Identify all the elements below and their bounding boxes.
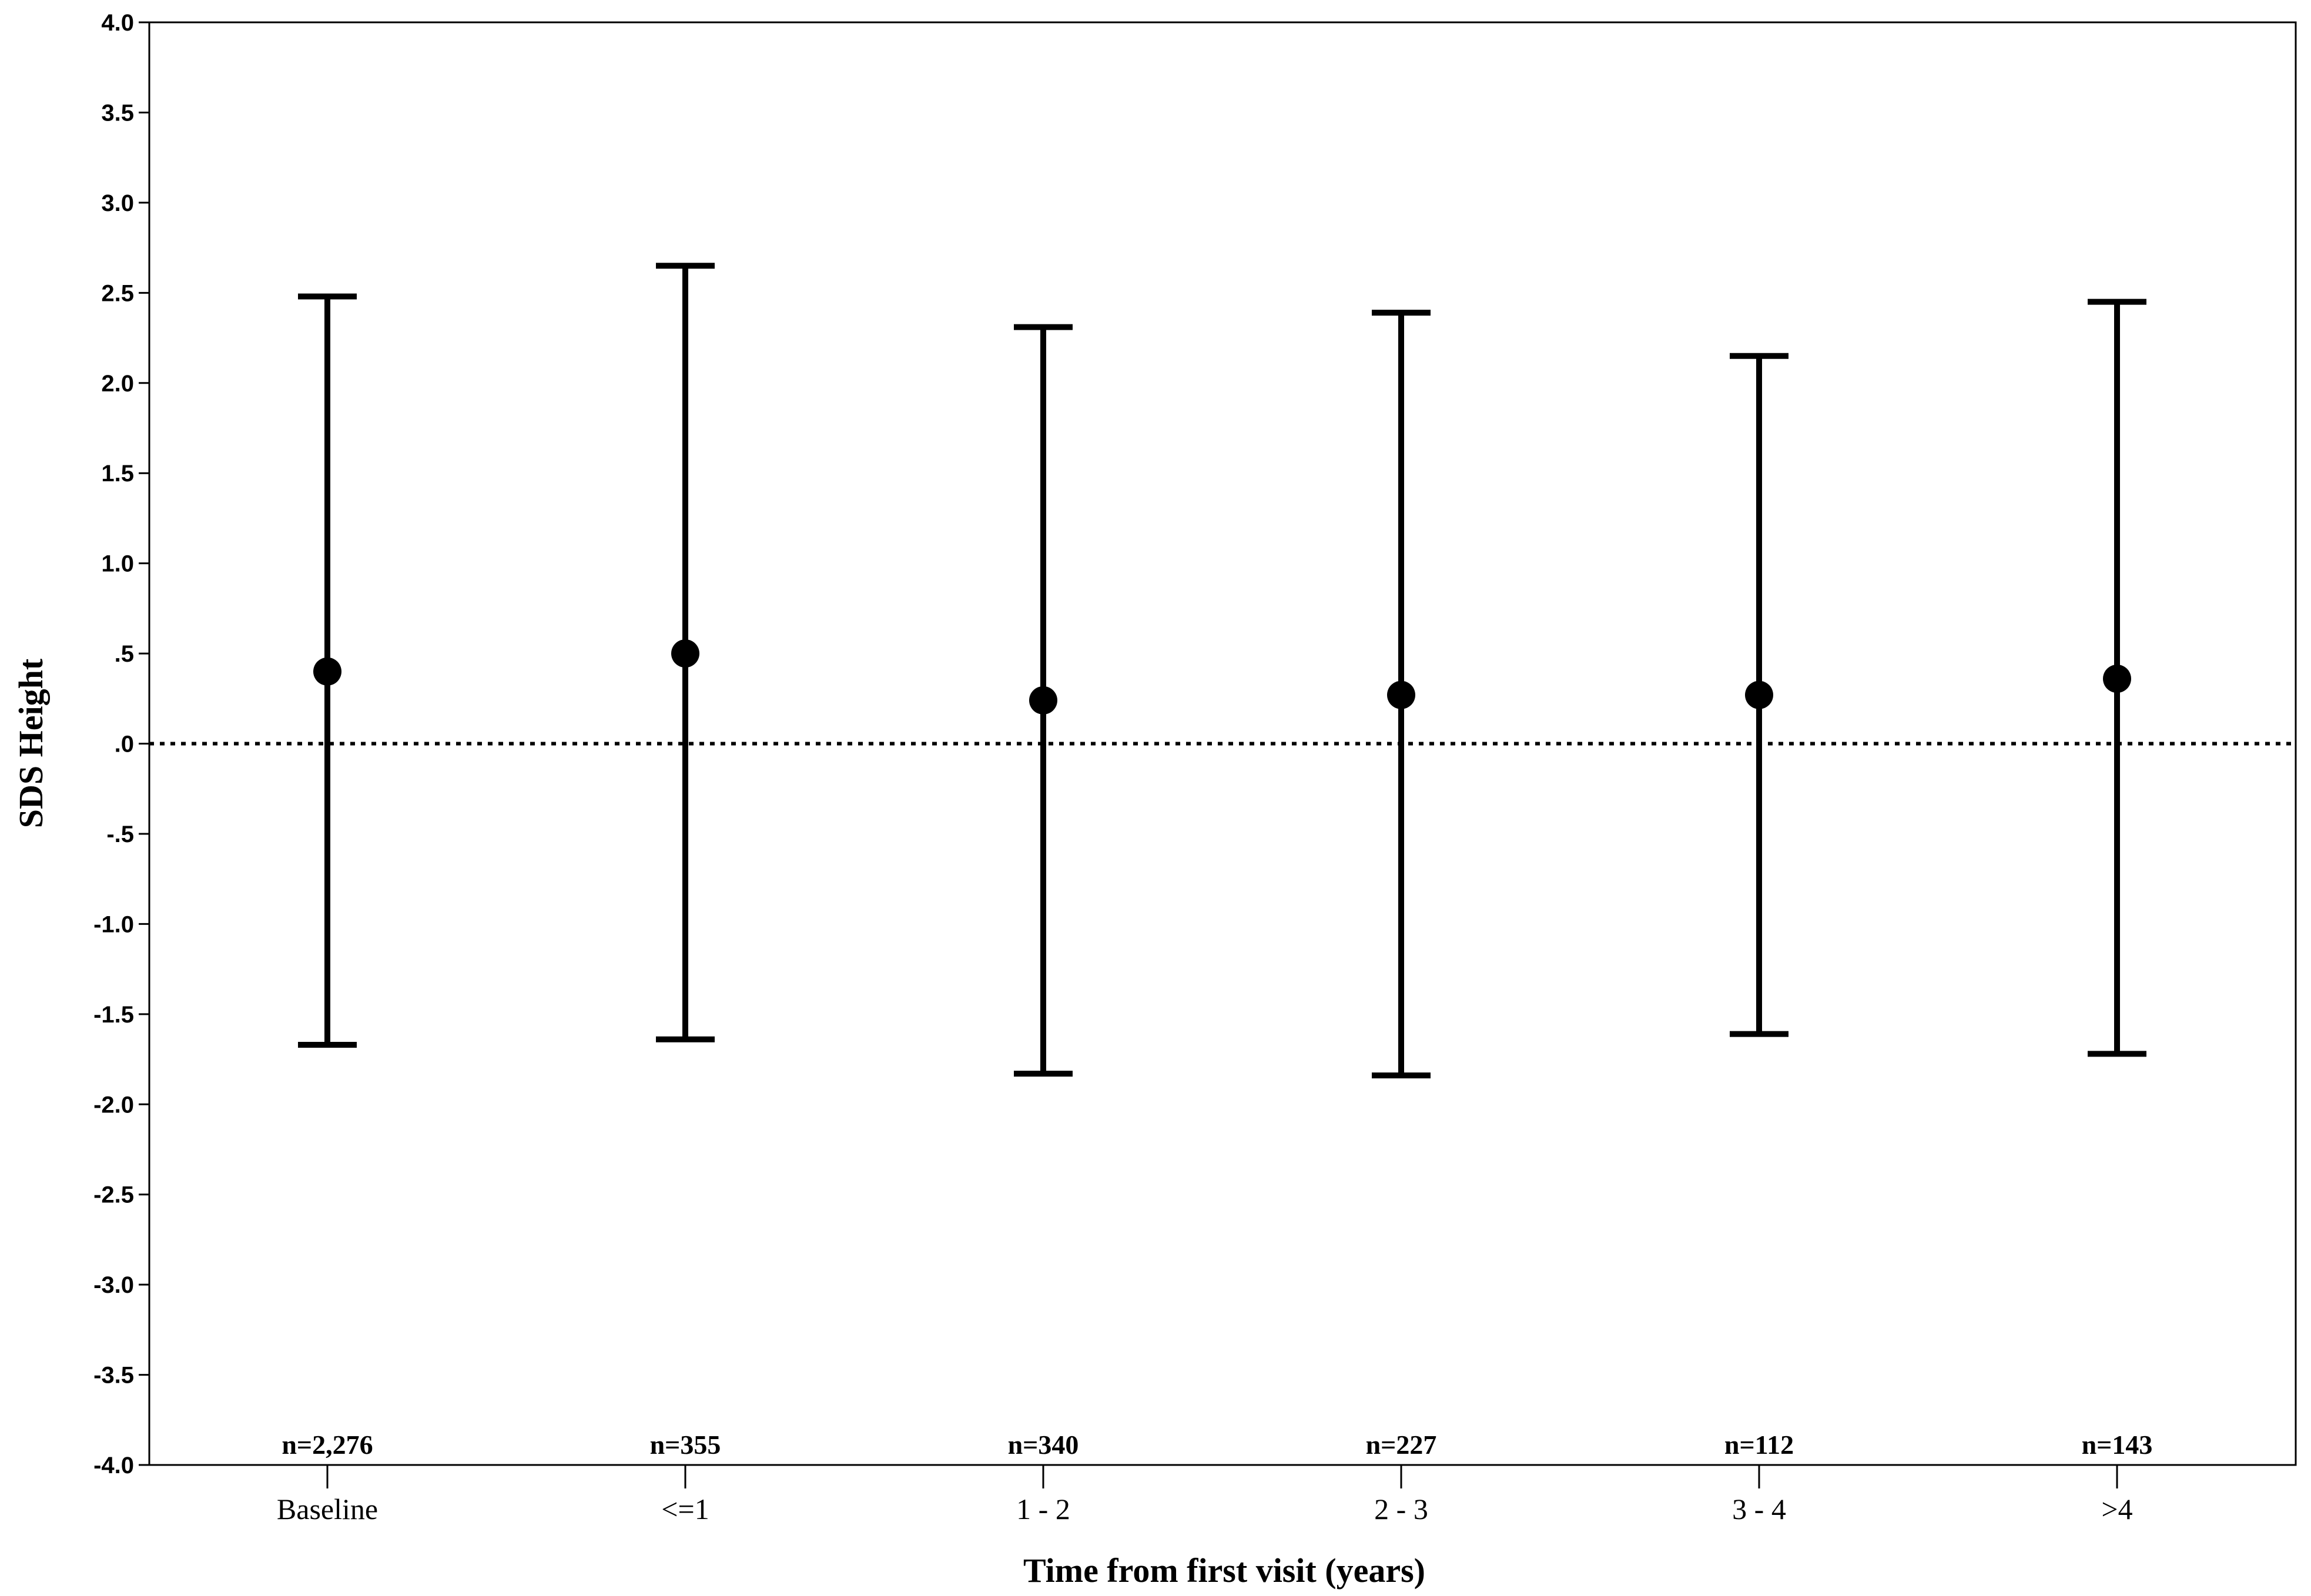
y-tick-label: .0 (115, 732, 134, 757)
y-tick-label: -3.5 (93, 1363, 134, 1389)
sample-size-label: n=2,276 (282, 1430, 373, 1460)
y-tick-label: -1.0 (93, 911, 134, 937)
y-tick-label: -2.0 (93, 1092, 134, 1118)
mean-point (2103, 665, 2131, 693)
mean-point (1387, 680, 1415, 709)
y-tick-label: .5 (115, 641, 134, 667)
y-tick-label: 1.0 (101, 551, 134, 577)
y-axis: 4.0 3.5 3.0 2.5 2.0 1.5 1.0 .5 .0 -.5 -1.0 -1.5 -2.0… (93, 10, 149, 1478)
y-tick-label: 2.5 (101, 280, 134, 306)
sample-size-labels: n=2,276 n=355 n=340 n=227 n=112 n=143 (282, 1430, 2152, 1460)
mean-point (1029, 686, 1057, 715)
sample-size-label: n=340 (1008, 1430, 1079, 1460)
sample-size-label: n=227 (1366, 1430, 1437, 1460)
mean-point (1745, 680, 1773, 709)
sample-size-label: n=112 (1724, 1430, 1794, 1460)
mean-point (313, 657, 341, 686)
sample-size-label: n=355 (650, 1430, 721, 1460)
x-tick-label: 2 - 3 (1374, 1493, 1428, 1525)
y-tick-label: 2.0 (101, 371, 134, 397)
sample-size-label: n=143 (2082, 1430, 2153, 1460)
x-tick-label: Baseline (277, 1493, 378, 1525)
y-tick-label: -2.5 (93, 1182, 134, 1208)
x-tick-label: 3 - 4 (1732, 1493, 1786, 1525)
y-tick-label: 3.0 (101, 190, 134, 216)
error-bars (298, 263, 2146, 1079)
x-tick-label: <=1 (661, 1493, 709, 1525)
y-tick-label: -.5 (106, 822, 134, 847)
mean-point (671, 639, 699, 668)
y-tick-label: 4.0 (101, 10, 134, 36)
x-tick-label: 1 - 2 (1016, 1493, 1070, 1525)
y-tick-label: -1.5 (93, 1002, 134, 1028)
y-axis-title: SDS Height (12, 658, 50, 828)
x-axis-title: Time from first visit (years) (1023, 1551, 1425, 1590)
x-axis: Baseline <=1 1 - 2 2 - 3 3 - 4 >4 (277, 1465, 2133, 1525)
y-tick-label: 1.5 (101, 461, 134, 487)
x-tick-label: >4 (2101, 1493, 2132, 1525)
y-tick-label: -3.0 (93, 1272, 134, 1298)
y-tick-label: -4.0 (93, 1453, 134, 1478)
y-tick-label: 3.5 (101, 100, 134, 126)
